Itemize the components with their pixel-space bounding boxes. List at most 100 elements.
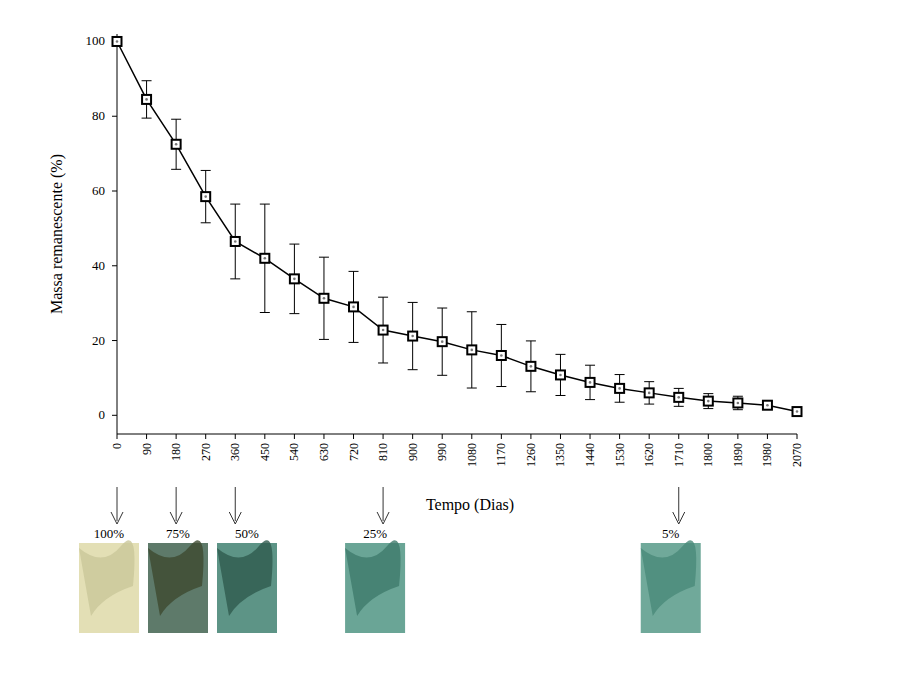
x-tick bbox=[797, 434, 798, 439]
x-tick-label: 630 bbox=[317, 443, 331, 461]
y-tick-label: 20 bbox=[92, 333, 105, 348]
series-line bbox=[117, 41, 797, 411]
x-tick bbox=[678, 434, 679, 439]
photo-texture bbox=[148, 540, 204, 616]
x-tick bbox=[146, 434, 147, 439]
arrow bbox=[678, 487, 679, 521]
x-tick-label: 180 bbox=[169, 443, 183, 461]
x-tick bbox=[176, 434, 177, 439]
x-tick-label: 1260 bbox=[524, 443, 538, 467]
photo-label: 25% bbox=[363, 526, 387, 541]
error-bar bbox=[349, 271, 359, 342]
point bbox=[201, 192, 210, 201]
x-tick bbox=[708, 434, 709, 439]
plot-area bbox=[112, 37, 802, 416]
photo-annotation: 50% bbox=[217, 487, 277, 633]
y-axis-title: Massa remanescente (%) bbox=[48, 154, 66, 314]
point bbox=[260, 254, 269, 263]
point bbox=[497, 351, 506, 360]
point bbox=[733, 398, 742, 407]
x-tick-label: 450 bbox=[258, 443, 272, 461]
y-tick bbox=[112, 116, 117, 117]
error-bar bbox=[467, 312, 477, 388]
point bbox=[379, 326, 388, 335]
photo-label: 100% bbox=[94, 526, 125, 541]
x-tick-label: 1170 bbox=[494, 443, 508, 467]
photo-annotation: 100% bbox=[79, 487, 139, 633]
x-tick-label: 1350 bbox=[553, 443, 567, 467]
x-tick bbox=[590, 434, 591, 439]
point bbox=[231, 237, 240, 246]
photo-label: 75% bbox=[166, 526, 190, 541]
point bbox=[319, 294, 328, 303]
photo-label: 5% bbox=[662, 526, 680, 541]
error-bar bbox=[644, 382, 654, 404]
point bbox=[586, 378, 595, 387]
x-tick-label: 810 bbox=[376, 443, 390, 461]
x-tick-label: 2070 bbox=[790, 443, 804, 467]
point bbox=[556, 370, 565, 379]
error-bar bbox=[496, 324, 506, 386]
point bbox=[763, 401, 772, 410]
x-axis-title: Tempo (Dias) bbox=[426, 496, 514, 514]
x-tick-label: 270 bbox=[199, 443, 213, 461]
x-tick-label: 90 bbox=[140, 443, 154, 455]
x-tick bbox=[737, 434, 738, 439]
x-tick-label: 1080 bbox=[465, 443, 479, 467]
y-tick bbox=[112, 265, 117, 266]
photo-texture bbox=[79, 540, 135, 616]
x-tick-label: 990 bbox=[435, 443, 449, 461]
y-tick bbox=[112, 191, 117, 192]
error-bar bbox=[260, 204, 270, 312]
arrow-head bbox=[229, 512, 241, 524]
x-tick bbox=[205, 434, 206, 439]
photo-texture bbox=[217, 540, 273, 616]
point bbox=[172, 140, 181, 149]
x-tick-label: 1800 bbox=[701, 443, 715, 467]
photo-annotation: 5% bbox=[641, 487, 701, 633]
point bbox=[615, 384, 624, 393]
error-bar bbox=[555, 354, 565, 395]
point bbox=[408, 332, 417, 341]
error-bar bbox=[230, 204, 240, 279]
arrow bbox=[117, 487, 118, 521]
error-bar bbox=[408, 302, 418, 369]
x-tick-label: 1620 bbox=[642, 443, 656, 467]
photo-annotation: 75% bbox=[148, 487, 208, 633]
y-axis bbox=[117, 34, 118, 434]
x-tick bbox=[294, 434, 295, 439]
arrow-head bbox=[673, 512, 685, 524]
error-bar bbox=[674, 388, 684, 406]
point bbox=[142, 95, 151, 104]
x-tick-label: 1710 bbox=[672, 443, 686, 467]
x-tick bbox=[235, 434, 236, 439]
x-tick bbox=[501, 434, 502, 439]
arrow-head bbox=[111, 512, 123, 524]
photo-label: 50% bbox=[235, 526, 259, 541]
error-bar bbox=[526, 341, 536, 392]
x-tick bbox=[530, 434, 531, 439]
x-tick bbox=[353, 434, 354, 439]
photo-texture bbox=[345, 540, 401, 616]
y-tick bbox=[112, 340, 117, 341]
error-bar bbox=[201, 170, 211, 222]
y-tick-label: 0 bbox=[99, 407, 106, 422]
arrow-head bbox=[170, 512, 182, 524]
arrow bbox=[235, 487, 236, 521]
point bbox=[438, 337, 447, 346]
x-tick bbox=[323, 434, 324, 439]
x-tick-label: 1530 bbox=[613, 443, 627, 467]
x-tick-label: 900 bbox=[406, 443, 420, 461]
error-bar bbox=[289, 244, 299, 314]
x-tick-label: 1440 bbox=[583, 443, 597, 467]
x-tick-label: 720 bbox=[347, 443, 361, 461]
error-bar bbox=[437, 308, 447, 375]
point bbox=[526, 362, 535, 371]
error-bar bbox=[378, 297, 388, 363]
error-bar bbox=[171, 119, 181, 169]
x-axis bbox=[117, 434, 797, 435]
x-tick bbox=[383, 434, 384, 439]
error-bar bbox=[615, 375, 625, 403]
error-bar bbox=[733, 396, 743, 409]
x-tick bbox=[471, 434, 472, 439]
